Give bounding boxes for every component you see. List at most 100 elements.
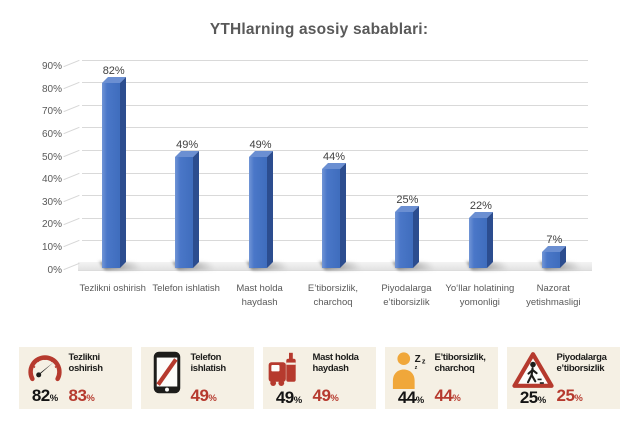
bar <box>468 218 487 268</box>
bar-side-face <box>266 151 273 268</box>
cause-card: 82% Tezlikni oshirish 83% <box>18 347 132 409</box>
x-axis-label: Piyodalarga e’tiborsizlik <box>381 283 432 309</box>
drunk-driving-icon <box>268 351 310 389</box>
bar-side-face <box>119 77 126 268</box>
card-text-column: E’tiborsizlik, charchoq 44% <box>435 351 494 404</box>
bar-value-label: 7% <box>546 234 563 247</box>
card-icon-column: 25% <box>512 351 554 406</box>
card-value-red: 49% <box>191 387 250 404</box>
card-value-red: 25% <box>557 387 616 404</box>
y-axis-label: 0% <box>47 264 62 276</box>
axis-tick <box>63 172 80 180</box>
cause-cards: 82% Tezlikni oshirish 83% Telefon ishlatish… <box>0 347 638 409</box>
bar-chart: 0% 10% 20% 30% 40% 50% 60% 70% 80% 90% 82% Tezlikni… <box>41 59 592 309</box>
y-axis-label: 70% <box>41 106 62 118</box>
svg-text:z: z <box>422 357 426 366</box>
x-axis-label: Yoʻllar holatining yomonligi <box>445 283 515 309</box>
gridline <box>82 150 588 151</box>
y-axis-label: 10% <box>41 241 62 253</box>
bar-value-label: 49% <box>176 139 199 152</box>
card-text-column: Telefon ishlatish 49% <box>191 351 250 404</box>
card-icon-column: 82% <box>25 351 66 404</box>
card-value-red-number: 44 <box>434 386 453 405</box>
cause-card: 49% Mast holda haydash 49% <box>262 347 376 409</box>
gridline <box>82 82 588 84</box>
gridline <box>82 127 588 129</box>
card-label: Tezlikni oshirish <box>68 352 104 374</box>
x-axis-label: E’tiborsizlik, charchoq <box>307 283 359 309</box>
pedestrian-warning-icon <box>512 351 554 389</box>
bar <box>542 252 561 268</box>
x-axis-label: Telefon ishlatish <box>152 283 220 294</box>
no-phone-icon <box>153 351 181 394</box>
card-value-black-number: 25 <box>519 388 538 407</box>
bar <box>175 157 194 268</box>
bar-side-face <box>486 212 493 268</box>
percent-sign: % <box>452 393 461 404</box>
bar-value-label: 22% <box>469 200 492 213</box>
card-value-red: 83% <box>69 387 128 404</box>
bar-side-face <box>340 162 346 268</box>
y-axis-label: 80% <box>41 83 62 95</box>
card-value-red-number: 49 <box>312 386 331 405</box>
card-value-black: 25% <box>520 389 546 406</box>
bar <box>101 83 120 268</box>
card-value-red-number: 83 <box>68 386 87 405</box>
percent-sign: % <box>293 395 303 406</box>
y-axis-label: 90% <box>41 61 62 73</box>
percent-sign: % <box>86 393 95 404</box>
card-icon-column <box>147 351 188 404</box>
card-label: Telefon ishlatish <box>190 352 227 374</box>
percent-sign: % <box>574 393 583 404</box>
axis-tick <box>63 149 80 158</box>
y-axis-label: 40% <box>41 174 62 186</box>
bar-side-face <box>413 205 420 268</box>
bar-value-label: 44% <box>322 150 346 163</box>
y-axis-label: 60% <box>41 128 62 140</box>
axis-tick <box>63 240 80 248</box>
y-axis-label: 30% <box>41 196 62 208</box>
card-value-black: 49% <box>276 389 302 406</box>
card-value-red-number: 49 <box>190 386 209 405</box>
cause-card: Telefon ishlatish 49% <box>140 347 254 409</box>
bar <box>248 157 267 268</box>
card-value-black: 82% <box>32 387 58 404</box>
card-value-black-number: 49 <box>275 388 294 407</box>
x-axis-label: Mast holda haydash <box>236 283 283 309</box>
percent-sign: % <box>208 393 217 404</box>
card-value-red: 49% <box>313 387 372 404</box>
axis-tick <box>63 59 80 67</box>
percent-sign: % <box>330 393 339 404</box>
card-label: Mast holda haydash <box>312 352 359 374</box>
card-label: E’tiborsizlik, charchoq <box>434 352 486 374</box>
card-label: Piyodalarga e’tiborsizlik <box>556 352 607 374</box>
bar <box>322 168 340 268</box>
gridline <box>82 104 588 106</box>
card-value-black-number: 82 <box>31 386 50 405</box>
card-value-red-number: 25 <box>556 386 575 405</box>
bar-side-face <box>193 151 200 268</box>
cause-card: 25% Piyodalarga e’tiborsizlik 25% <box>506 347 620 409</box>
card-text-column: Mast holda haydash 49% <box>313 351 372 404</box>
axis-tick <box>63 127 80 135</box>
x-axis-label: Tezlikni oshirish <box>79 283 146 294</box>
card-icon-column: 49% <box>268 351 310 406</box>
axis-tick <box>63 195 80 203</box>
percent-sign: % <box>537 395 547 406</box>
card-value-black: 44% <box>398 389 424 406</box>
bar-value-label: 82% <box>102 65 125 78</box>
card-text-column: Tezlikni oshirish 83% <box>69 351 128 404</box>
bar <box>395 211 414 268</box>
card-text-column: Piyodalarga e’tiborsizlik 25% <box>557 351 616 404</box>
axis-tick <box>63 104 80 112</box>
speedometer-icon <box>25 351 65 387</box>
percent-sign: % <box>415 395 425 406</box>
svg-text:Z: Z <box>415 354 421 365</box>
bar-value-label: 25% <box>396 193 419 206</box>
card-value-black-number: 44 <box>397 388 416 407</box>
card-value-red: 44% <box>435 387 494 404</box>
y-axis-label: 50% <box>41 151 62 163</box>
